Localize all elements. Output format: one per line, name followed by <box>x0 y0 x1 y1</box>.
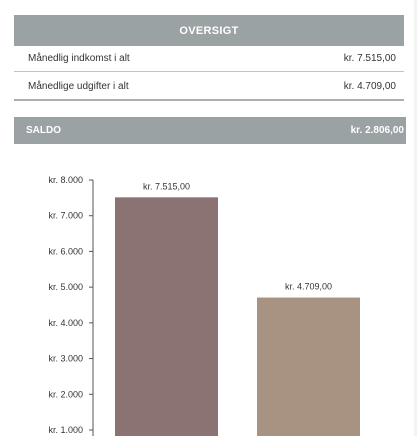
balance-chart: kr. 1.000 kr. 2.000 kr. 3.000 kr. 4.000 kr. … <box>0 144 417 436</box>
scrollbar-track[interactable] <box>414 0 417 436</box>
y-tick-label: kr. 3.000 <box>48 354 83 364</box>
expenses-label: Månedlige udgifter i alt <box>28 81 129 92</box>
y-tick-label: kr. 1.000 <box>48 425 83 435</box>
y-tick-label: kr. 5.000 <box>48 282 83 292</box>
bar-value-label: kr. 4.709,00 <box>285 282 332 292</box>
saldo-value: kr. 2.806,00 <box>350 125 404 136</box>
bar-income <box>115 197 218 436</box>
income-label: Månedlig indkomst i alt <box>28 53 130 64</box>
y-tick-label: kr. 2.000 <box>48 389 83 399</box>
expenses-value: kr. 4.709,00 <box>343 81 396 92</box>
y-tick-label: kr. 8.000 <box>48 175 83 185</box>
overview-row-income: Månedlig indkomst i alt kr. 7.515,00 <box>14 46 404 72</box>
saldo-label: SALDO <box>26 125 61 136</box>
y-tick-label: kr. 4.000 <box>48 318 83 328</box>
bar-value-label: kr. 7.515,00 <box>143 181 190 191</box>
bar-expenses <box>257 297 360 436</box>
bar-chart-svg: kr. 1.000 kr. 2.000 kr. 3.000 kr. 4.000 kr. … <box>48 175 360 436</box>
saldo-header: SALDO kr. 2.806,00 <box>14 117 406 144</box>
overview-title: OVERSIGT <box>14 15 404 46</box>
y-tick-label: kr. 6.000 <box>48 246 83 256</box>
income-value: kr. 7.515,00 <box>343 53 396 64</box>
overview-row-expenses: Månedlige udgifter i alt kr. 4.709,00 <box>14 74 404 101</box>
y-tick-label: kr. 7.000 <box>48 211 83 221</box>
